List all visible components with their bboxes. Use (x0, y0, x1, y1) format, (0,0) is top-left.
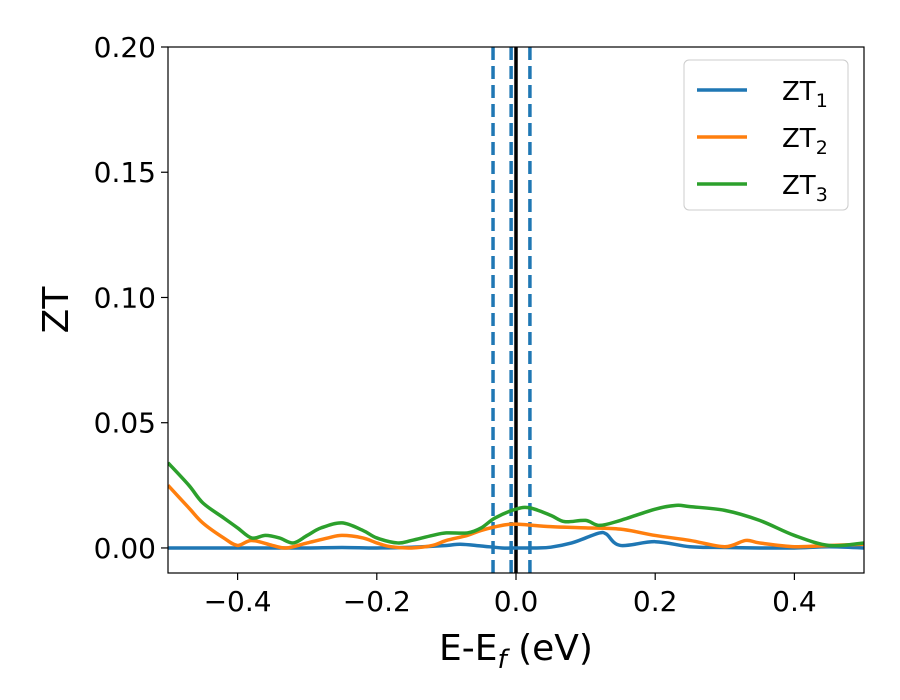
vertical-lines (491, 47, 532, 573)
series-lines (168, 461, 864, 550)
x-tick-label: −0.4 (204, 585, 272, 618)
x-tick-label: 0.4 (772, 585, 817, 618)
series-line-1 (168, 530, 864, 550)
y-tick-label: 0.20 (94, 31, 156, 64)
y-axis-title: ZT (36, 286, 77, 334)
legend-label-1: ZT1 (782, 77, 828, 112)
y-ticks: 0.00 0.05 0.10 0.15 0.20 (94, 31, 168, 565)
legend-box (683, 59, 849, 211)
x-tick-label: −0.2 (343, 585, 411, 618)
series-line-3 (168, 461, 864, 548)
x-tick-label: 0.2 (633, 585, 678, 618)
x-tick-label: 0.0 (494, 585, 539, 618)
x-axis-title: E-Ef (eV) (439, 628, 593, 675)
x-ticks: −0.4 −0.2 0.0 0.2 0.4 (204, 573, 817, 618)
legend-label-2: ZT2 (782, 124, 828, 159)
legend: ZT1 ZT2 ZT3 (683, 59, 849, 211)
y-tick-label: 0.05 (94, 407, 156, 440)
y-tick-label: 0.10 (94, 281, 156, 314)
y-tick-label: 0.15 (94, 156, 156, 189)
y-tick-label: 0.00 (94, 532, 156, 565)
legend-label-3: ZT3 (782, 171, 828, 206)
series-line-2 (168, 484, 864, 550)
